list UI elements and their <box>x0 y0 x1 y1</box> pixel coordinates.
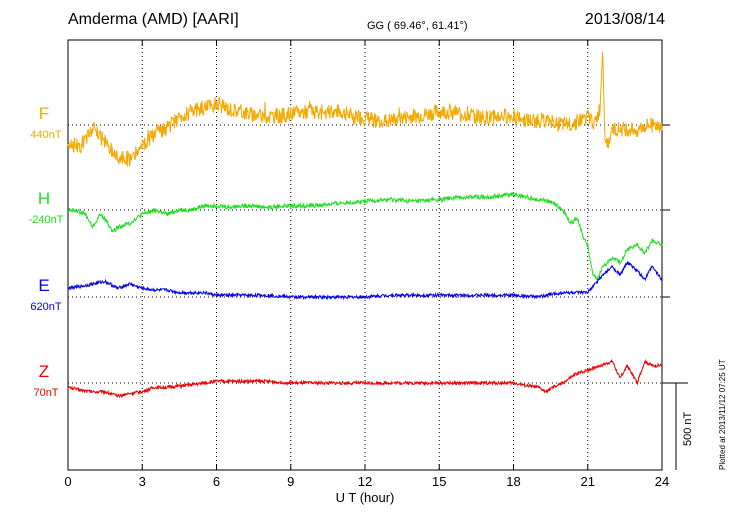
series-z-line <box>67 358 663 399</box>
component-labels: F 440nT H -240nT E 620nT Z 70nT <box>29 104 64 399</box>
geographic-coords: GG ( 69.46°, 61.41°) <box>367 20 468 32</box>
component-h-baseline: -240nT <box>29 214 64 226</box>
x-tick-label: 21 <box>581 474 595 489</box>
plotted-note: Plotted at 2013/11/12 07:25 UT <box>718 359 727 470</box>
baselines <box>68 124 670 384</box>
station-title: Amderma (AMD) [AARI] <box>68 11 239 28</box>
x-axis-label: U T (hour) <box>336 490 395 505</box>
series-e-line <box>67 260 663 301</box>
x-tick-label: 0 <box>64 474 71 489</box>
series-group <box>67 51 663 399</box>
component-z-label: Z <box>39 362 49 381</box>
component-f-baseline: 440nT <box>30 129 61 141</box>
x-tick-label: 9 <box>287 474 294 489</box>
component-e-label: E <box>38 276 49 295</box>
component-h-label: H <box>38 189 50 208</box>
x-tick-label: 18 <box>506 474 520 489</box>
series-h-line <box>67 191 663 282</box>
x-tick-label: 12 <box>358 474 372 489</box>
component-f-label: F <box>39 104 49 123</box>
x-axis-ticks: 0 3 6 9 12 15 18 21 24 <box>64 40 669 489</box>
component-z-baseline: 70nT <box>33 387 58 399</box>
x-tick-label: 24 <box>655 474 669 489</box>
series-f-line <box>67 51 663 167</box>
component-e-baseline: 620nT <box>30 301 61 313</box>
grid <box>141 40 589 470</box>
date-label: 2013/08/14 <box>585 11 665 28</box>
x-tick-label: 6 <box>213 474 220 489</box>
scale-bar-label: 500 nT <box>682 411 694 446</box>
x-tick-label: 3 <box>139 474 146 489</box>
x-tick-label: 15 <box>432 474 446 489</box>
